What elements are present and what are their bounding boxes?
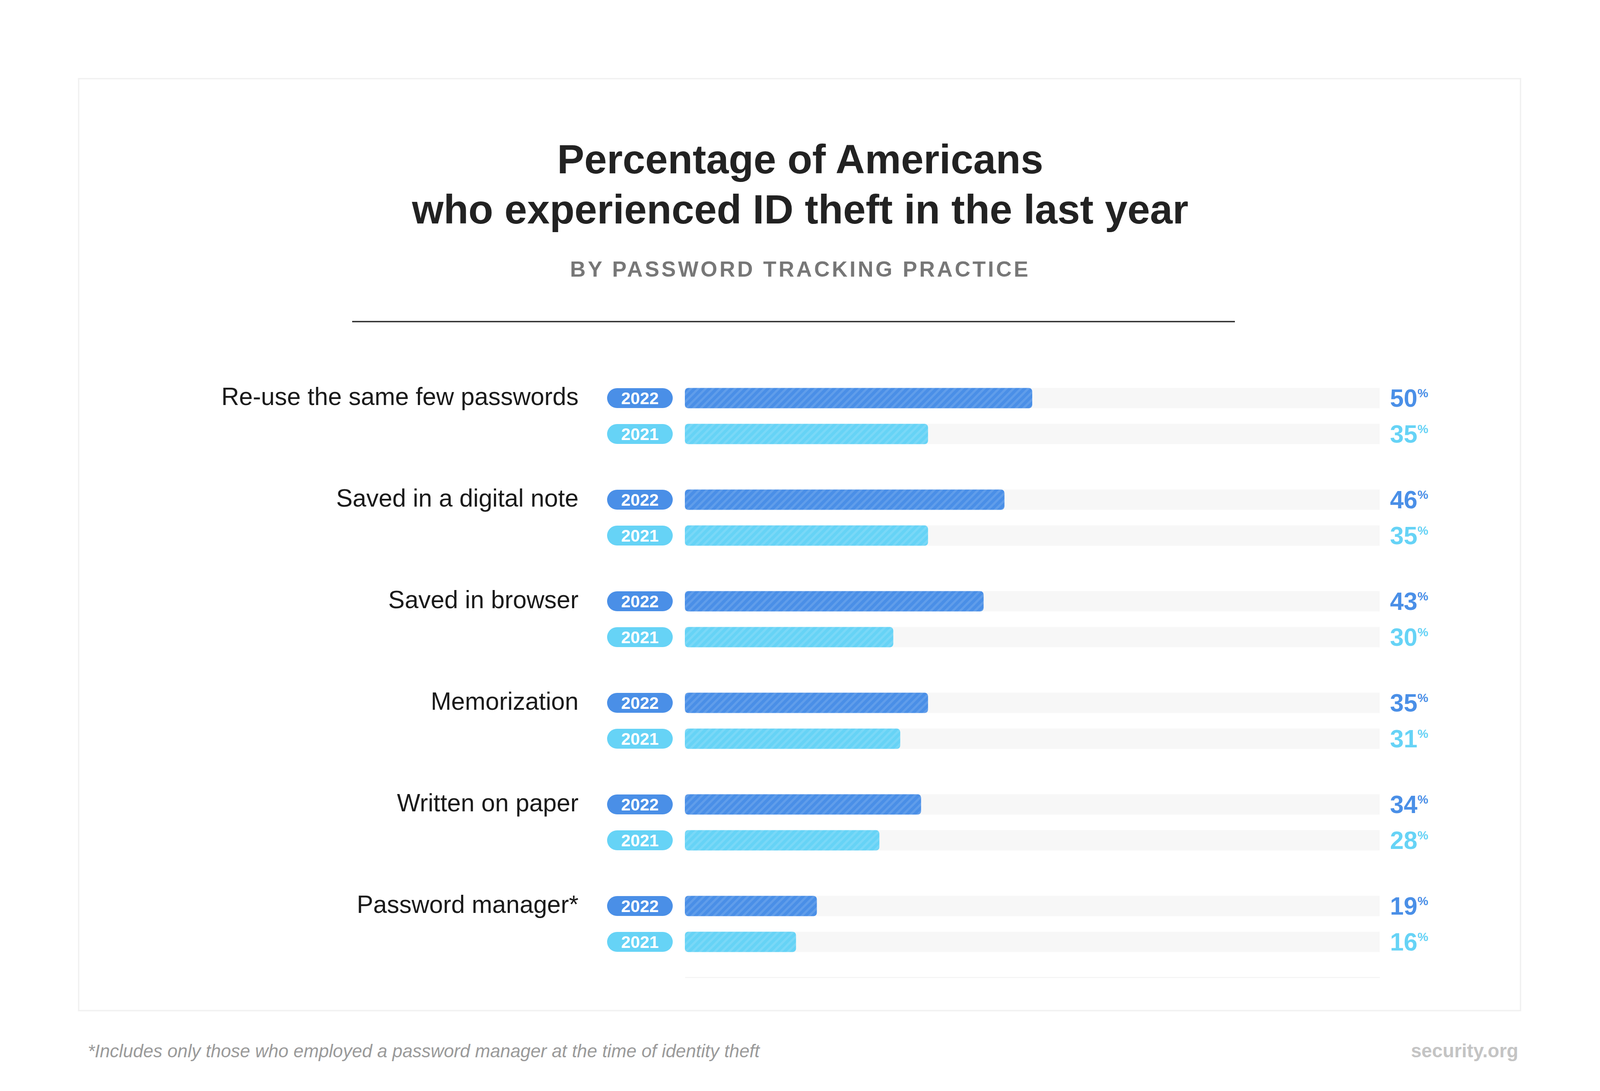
bar: [684, 728, 901, 749]
data-labels: 50% 46% 43% 35% 34% 19% 35% 35% 30% 31% 28% 16%: [1390, 384, 1429, 956]
category-label: Saved in browser: [388, 585, 579, 614]
data-label: 35%: [1390, 419, 1429, 448]
bar: [684, 830, 880, 851]
bar: [684, 626, 894, 648]
data-label: 46%: [1390, 485, 1429, 514]
bars: [684, 388, 1033, 952]
category-labels: Re-use the same few passwords Saved in a …: [221, 382, 579, 918]
chart: Percentage of Americanswho experienced I…: [0, 0, 1600, 1091]
series-pill: [607, 626, 673, 647]
series-pill: [607, 895, 673, 916]
track: [684, 626, 1380, 648]
data-label: 35%: [1390, 688, 1429, 717]
data-label: 50%: [1390, 384, 1429, 412]
data-label: 19%: [1390, 891, 1429, 920]
bar: [684, 794, 922, 815]
axis-line: [685, 976, 1381, 978]
series-pill: [607, 591, 673, 611]
series-label: 2022: [621, 896, 659, 916]
series-label: 2022: [621, 795, 659, 814]
track: [684, 525, 1380, 546]
bar: [684, 931, 796, 952]
series-pill: [607, 692, 673, 713]
track: [684, 423, 1380, 445]
source: security.org: [1410, 1039, 1519, 1061]
data-label: 35%: [1390, 521, 1429, 550]
series-label: 2022: [621, 693, 659, 713]
track: [684, 830, 1380, 851]
category-label: Memorization: [430, 687, 579, 715]
series-label: 2021: [621, 627, 659, 647]
data-label: 43%: [1390, 587, 1429, 615]
track: [684, 728, 1380, 749]
data-label: 28%: [1390, 826, 1429, 854]
track: [684, 591, 1380, 612]
data-label: 34%: [1390, 790, 1429, 818]
series-pill: [607, 931, 673, 952]
series-pill: [607, 728, 673, 749]
track: [684, 895, 1380, 917]
bar: [684, 388, 1033, 409]
series-label: 2021: [621, 830, 659, 850]
subtitle: BY PASSWORD TRACKING PRACTICE: [569, 257, 1031, 282]
series-pill: [607, 794, 673, 815]
data-label: 16%: [1390, 927, 1429, 956]
track: [684, 794, 1380, 815]
track: [684, 692, 1380, 713]
tracks: [684, 388, 1380, 952]
bar: [684, 895, 818, 917]
series-label: 2021: [621, 424, 659, 444]
series-label: 2022: [621, 490, 659, 509]
data-label: 30%: [1390, 623, 1429, 651]
data-label: 31%: [1390, 724, 1429, 753]
divider: [352, 321, 1235, 323]
category-label: Re-use the same few passwords: [221, 382, 579, 411]
bar: [684, 489, 1005, 510]
series-label: 2021: [621, 932, 659, 952]
series-label: 2021: [621, 526, 659, 545]
series-pill: [607, 423, 673, 444]
series-pill: [607, 489, 673, 510]
bar: [684, 692, 929, 713]
footnote: *Includes only those who employed a pass…: [87, 1040, 761, 1061]
bar: [684, 423, 929, 445]
category-label: Written on paper: [397, 788, 579, 817]
series-pill: [607, 525, 673, 546]
series-label: 2022: [621, 388, 659, 408]
series-label: 2021: [621, 729, 659, 748]
track: [684, 931, 1380, 952]
series-pill: [607, 388, 673, 408]
track: [684, 388, 1380, 409]
series-pills: 2022 2021 2022 2021 2022 2021 2022 2021 2022 2021…: [607, 388, 673, 952]
category-label: Saved in a digital note: [336, 483, 579, 512]
x-axis: [685, 976, 1381, 978]
track: [684, 489, 1380, 510]
category-label: Password manager*: [356, 890, 579, 918]
bar: [684, 591, 984, 612]
bar: [684, 525, 929, 546]
series-label: 2022: [621, 591, 659, 611]
title: Percentage of Americanswho experienced I…: [411, 136, 1189, 233]
card: [78, 78, 1521, 1011]
series-pill: [607, 830, 673, 850]
